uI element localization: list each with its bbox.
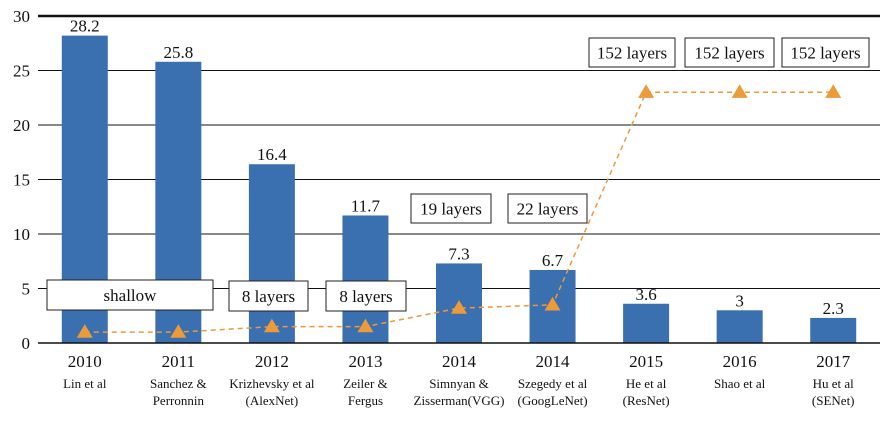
bar-value-label: 6.7 (542, 251, 564, 270)
bar-value-labels: 28.2 25.8 16.4 11.7 7.3 6.7 3.6 3 2.3 (70, 17, 844, 318)
bar (248, 164, 295, 343)
bar-value-label: 16.4 (257, 145, 287, 164)
annotation-box (684, 37, 775, 68)
depth-line-series (76, 84, 842, 338)
annotation-label: 19 layers (420, 200, 482, 219)
annotation-label: 152 layers (597, 44, 667, 63)
annotation-box (228, 280, 309, 312)
x-tick-year: 2014 (442, 352, 477, 371)
annotation-label: 152 layers (790, 44, 860, 63)
x-tick-year: 2014 (536, 352, 571, 371)
bar-series (61, 35, 857, 344)
x-tick-author: Shao et al (714, 376, 766, 391)
x-tick-author: (SENet) (812, 393, 855, 408)
x-tick-author: (GoogLeNet) (518, 393, 588, 408)
y-axis: 0 5 10 15 20 25 30 (13, 7, 30, 353)
x-tick-author: Hu et al (813, 376, 855, 391)
triangle-marker (76, 324, 93, 338)
x-tick-author: Szegedy et al (518, 376, 588, 391)
annotation-box (781, 37, 870, 68)
bar (623, 303, 670, 343)
x-tick-author: (AlexNet) (246, 393, 299, 408)
triangle-marker (451, 300, 467, 314)
triangle-marker (731, 84, 748, 98)
triangle-marker (170, 324, 187, 338)
bar-value-label: 28.2 (70, 17, 100, 36)
bar-value-label: 7.3 (448, 244, 469, 263)
annotation-label: shallow (104, 286, 158, 305)
x-tick-author: Sanchez & (150, 376, 207, 391)
annotation-label: 152 layers (694, 44, 764, 63)
x-tick-year: 2012 (255, 352, 289, 371)
bar-value-label: 2.3 (823, 299, 844, 318)
x-axis: 2010 Lin et al 2011 Sanchez & Perronnin 2012 K… (38, 342, 880, 408)
x-tick-author: Krizhevsky et al (229, 376, 315, 391)
bar (810, 317, 857, 343)
annotation-box (46, 279, 214, 311)
x-tick-author: He et al (626, 376, 667, 391)
y-tick-label: 5 (22, 280, 31, 299)
triangle-marker (263, 318, 280, 333)
triangle-marker (357, 318, 374, 333)
triangle-marker (544, 296, 561, 311)
y-tick-label: 10 (13, 225, 30, 244)
y-tick-label: 0 (22, 334, 31, 353)
x-tick-year: 2015 (629, 352, 663, 371)
annotation-box (507, 193, 588, 224)
y-tick-label: 30 (13, 7, 30, 26)
bar (716, 310, 763, 343)
y-tick-label: 25 (13, 62, 30, 81)
x-tick-year: 2016 (723, 352, 757, 371)
x-tick-year: 2017 (816, 352, 851, 371)
y-tick-label: 15 (13, 171, 30, 190)
bar-value-label: 11.7 (351, 196, 381, 215)
annotation-box (588, 37, 676, 68)
x-tick-author: Fergus (348, 393, 383, 408)
bar-value-label: 25.8 (163, 43, 193, 62)
x-tick-author: Zeiler & (343, 376, 387, 391)
x-tick-author: (ResNet) (623, 393, 670, 408)
annotation-box (325, 280, 407, 312)
x-tick-year: 2013 (348, 352, 382, 371)
layer-annotations: shallow 8 layers 8 layers 19 layers 22 layer… (46, 37, 870, 312)
annotation-label: 8 layers (242, 287, 295, 306)
triangle-marker (825, 84, 842, 98)
x-tick-author: Perronnin (153, 393, 205, 408)
x-tick-author: Simnyan & (429, 376, 489, 391)
x-tick-author: Lin et al (63, 376, 107, 391)
bar-value-label: 3.6 (635, 285, 656, 304)
y-tick-label: 20 (13, 116, 30, 135)
bar-value-label: 3 (735, 291, 744, 310)
annotation-label: 22 layers (517, 200, 579, 219)
x-tick-author: Zisserman(VGG) (414, 393, 505, 408)
triangle-marker (638, 84, 655, 98)
x-tick-year: 2011 (162, 352, 195, 371)
annotation-label: 8 layers (339, 287, 392, 306)
x-tick-year: 2010 (68, 352, 102, 371)
annotation-box (410, 193, 492, 224)
